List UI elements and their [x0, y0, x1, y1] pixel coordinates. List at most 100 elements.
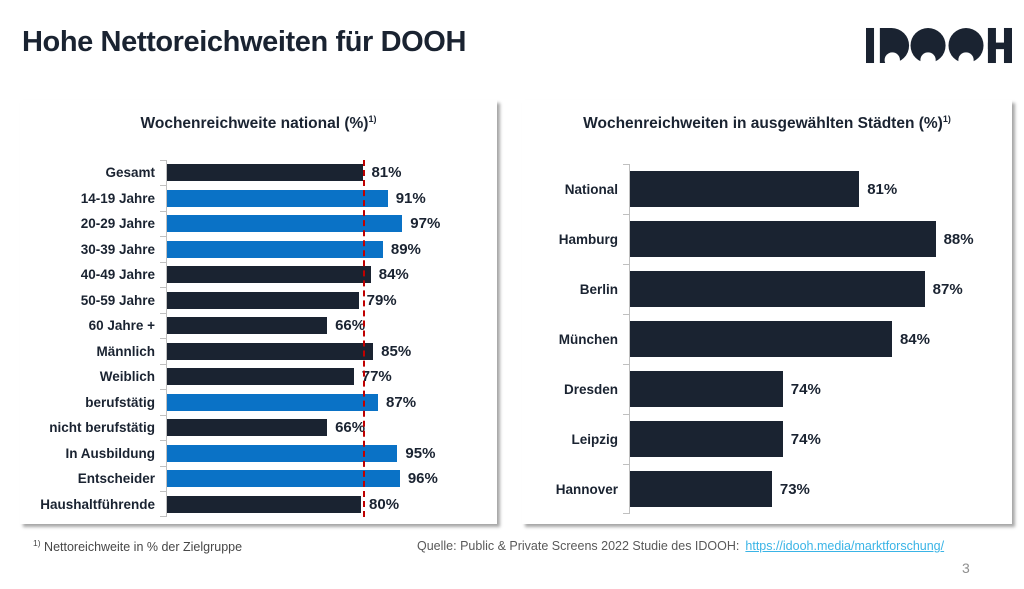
chart-row: Entscheider 96% — [20, 465, 497, 492]
page-title: Hohe Nettoreichweiten für DOOH — [22, 26, 466, 58]
value-label: 73% — [779, 480, 810, 498]
value-label: 77% — [361, 368, 392, 386]
category-label: 14-19 Jahre — [80, 190, 155, 206]
value-label: 66% — [335, 419, 366, 437]
bar — [167, 317, 328, 335]
category-label: 20-29 Jahre — [80, 216, 155, 232]
category-label: 30-39 Jahre — [80, 241, 155, 257]
bar — [167, 470, 400, 488]
bar-track: 66% — [160, 312, 497, 339]
value-label: 81% — [867, 180, 898, 198]
chart-row: nicht berufstätig 66% — [20, 414, 497, 441]
category-label: 60 Jahre + — [88, 318, 155, 334]
category-label: Gesamt — [105, 165, 155, 181]
bar-track: 91% — [160, 185, 497, 212]
category-label: Männlich — [96, 343, 155, 359]
chart-row: In Ausbildung 95% — [20, 440, 497, 467]
chart-row: 20-29 Jahre 97% — [20, 210, 497, 237]
value-label: 84% — [378, 266, 409, 284]
category-label: 40-49 Jahre — [80, 267, 155, 283]
bar-track: 95% — [160, 440, 497, 467]
value-label: 89% — [390, 240, 421, 258]
bar — [167, 342, 374, 360]
bar-track: 79% — [160, 287, 497, 314]
bar — [167, 164, 364, 182]
footnote-text: Nettoreichweite in % der Zielgruppe — [44, 540, 243, 555]
chart-plot-area: National 81% Hamburg 88% Berlin 87% München 84%… — [522, 163, 1012, 515]
value-label: 95% — [405, 444, 436, 462]
bar-track: 77% — [160, 363, 497, 390]
chart-row: Hamburg 88% — [522, 213, 1012, 265]
chart-row: National 81% — [522, 163, 1012, 215]
value-label: 88% — [943, 230, 974, 248]
bar — [167, 444, 398, 462]
bar-track: 87% — [160, 389, 497, 416]
bar-track: 85% — [160, 338, 497, 365]
chart-row: Männlich 85% — [20, 338, 497, 365]
chart-row: Weiblich 77% — [20, 363, 497, 390]
bar — [167, 266, 371, 284]
category-label: National — [564, 181, 618, 197]
bar — [167, 240, 383, 258]
bar — [167, 189, 388, 207]
value-label: 97% — [410, 215, 441, 233]
bar — [630, 271, 925, 308]
footnote: 1) Nettoreichweite in % der Zielgruppe — [33, 538, 242, 554]
footnote-marker: 1) — [33, 538, 41, 548]
bar — [630, 221, 936, 258]
bar — [167, 291, 359, 309]
bar-track: 80% — [160, 491, 497, 518]
chart-row: Berlin 87% — [522, 263, 1012, 315]
bar-track: 66% — [160, 414, 497, 441]
source-label: Quelle: Public & Private Screens 2022 St… — [417, 539, 740, 553]
value-label: 84% — [899, 330, 930, 348]
bar — [630, 421, 783, 458]
chart-plot-area: Gesamt 81% 14-19 Jahre 91% 20-29 Jahre 97% 30-… — [20, 159, 497, 518]
source-line: Quelle: Public & Private Screens 2022 St… — [417, 539, 944, 553]
bar-track: 89% — [160, 236, 497, 263]
bar — [167, 495, 362, 513]
value-label: 80% — [369, 495, 400, 513]
chart-national: Wochenreichweite national (%)1) Gesamt 81… — [20, 100, 497, 524]
category-label: Dresden — [563, 381, 618, 397]
category-label: Entscheider — [77, 471, 155, 487]
idooh-logo-icon — [866, 27, 1012, 68]
source-link[interactable]: https://idooh.media/marktforschung/ — [745, 539, 945, 553]
category-label: Hannover — [555, 481, 618, 497]
bar-track: 87% — [623, 263, 1012, 315]
value-label: 66% — [335, 317, 366, 335]
category-label: Leipzig — [571, 431, 619, 447]
category-label: In Ausbildung — [65, 445, 155, 461]
page-number: 3 — [962, 560, 970, 576]
chart-title: Wochenreichweiten in ausgewählten Städte… — [583, 114, 951, 133]
category-label: München — [558, 331, 618, 347]
bar — [167, 215, 403, 233]
reference-line — [363, 160, 366, 518]
bar-track: 88% — [623, 213, 1012, 265]
bar — [167, 419, 328, 437]
chart-row: 30-39 Jahre 89% — [20, 236, 497, 263]
chart-row: München 84% — [522, 313, 1012, 365]
value-label: 79% — [366, 291, 397, 309]
bar — [630, 371, 783, 408]
value-label: 74% — [790, 430, 821, 448]
chart-row: Leipzig 74% — [522, 413, 1012, 465]
value-label: 91% — [395, 189, 426, 207]
chart-row: berufstätig 87% — [20, 389, 497, 416]
chart-row: Dresden 74% — [522, 363, 1012, 415]
category-label: Weiblich — [99, 369, 155, 385]
chart-cities: Wochenreichweiten in ausgewählten Städte… — [522, 100, 1012, 524]
category-label: Haushaltführende — [40, 496, 155, 512]
footnote-ref: 1) — [368, 114, 377, 124]
bar — [167, 368, 354, 386]
bar-track: 81% — [160, 159, 497, 186]
bar-track: 97% — [160, 210, 497, 237]
category-label: 50-59 Jahre — [80, 292, 155, 308]
bar-track: 74% — [623, 413, 1012, 465]
value-label: 81% — [371, 164, 402, 182]
bar — [630, 471, 772, 508]
value-label: 96% — [407, 470, 438, 488]
value-label: 74% — [790, 380, 821, 398]
bar-track: 74% — [623, 363, 1012, 415]
footnote-ref: 1) — [942, 114, 951, 124]
